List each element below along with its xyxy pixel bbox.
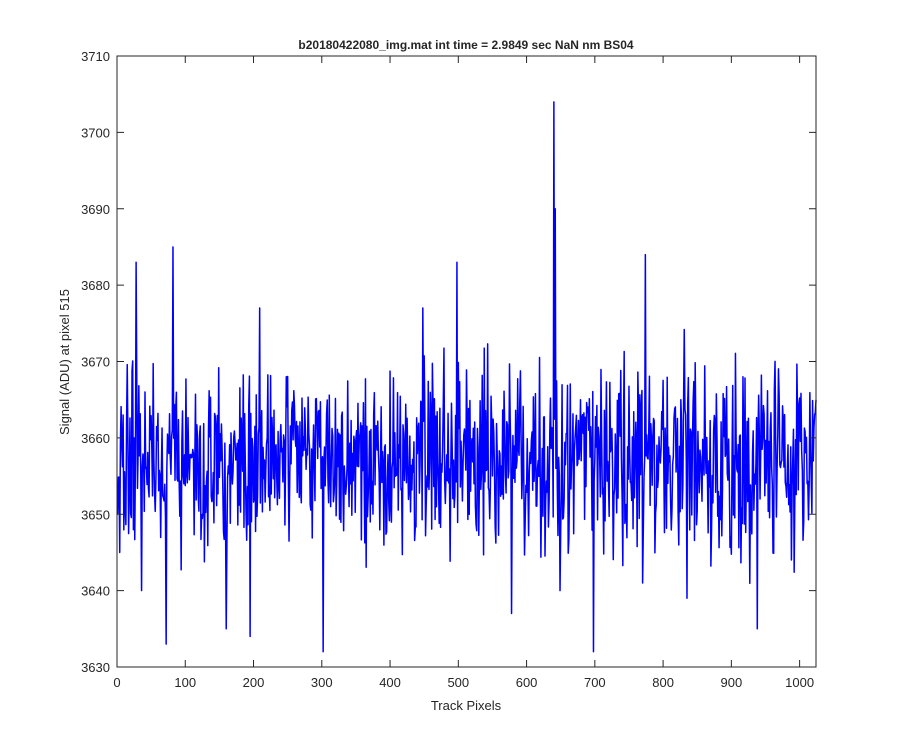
y-tick-label: 3650 xyxy=(81,507,110,522)
x-tick-label: 700 xyxy=(584,675,606,690)
y-axis: 3630 3640 3650 3660 3670 3680 3690 3700 3710 xyxy=(81,49,816,675)
plot-area xyxy=(116,55,817,668)
chart-title: b20180422080_img.mat int time = 2.9849 s… xyxy=(298,38,634,52)
y-axis-label: Signal (ADU) at pixel 515 xyxy=(57,289,72,435)
y-tick-label: 3640 xyxy=(81,584,110,599)
y-tick-label: 3710 xyxy=(81,49,110,64)
y-tick-label: 3660 xyxy=(81,431,110,446)
x-tick-label: 0 xyxy=(113,675,120,690)
x-tick-label: 200 xyxy=(243,675,265,690)
x-tick-label: 600 xyxy=(516,675,538,690)
y-tick-label: 3670 xyxy=(81,355,110,370)
y-tick-label: 3700 xyxy=(81,125,110,140)
plot-background xyxy=(117,56,816,667)
x-axis: 0 100 200 300 400 500 600 700 800 900 1000 xyxy=(113,56,814,690)
y-tick-label: 3680 xyxy=(81,278,110,293)
y-tick-label: 3690 xyxy=(81,202,110,217)
x-tick-label: 900 xyxy=(721,675,743,690)
x-tick-label: 300 xyxy=(311,675,333,690)
x-axis-label: Track Pixels xyxy=(431,698,502,713)
x-tick-label: 800 xyxy=(652,675,674,690)
x-tick-label: 100 xyxy=(174,675,196,690)
x-tick-label: 1000 xyxy=(785,675,814,690)
signal-series-line xyxy=(116,101,817,653)
x-tick-label: 400 xyxy=(379,675,401,690)
x-tick-label: 500 xyxy=(447,675,469,690)
y-tick-label: 3630 xyxy=(81,660,110,675)
